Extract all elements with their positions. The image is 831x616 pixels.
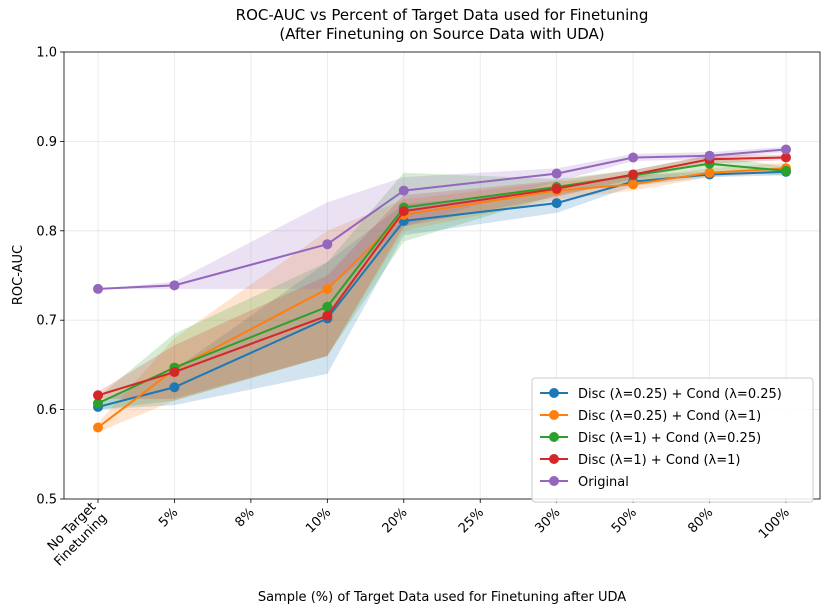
legend-label: Original	[578, 475, 629, 490]
x-tick-label: 50%	[609, 505, 640, 536]
legend-label: Disc (λ=1) + Cond (λ=0.25)	[578, 431, 761, 446]
legend-label: Disc (λ=0.25) + Cond (λ=0.25)	[578, 387, 782, 402]
data-point	[551, 198, 562, 209]
x-tick-label: No TargetFinetuning	[41, 500, 111, 570]
y-axis-label: ROC-AUC	[11, 245, 26, 305]
series-line	[97, 156, 787, 397]
data-point	[781, 165, 791, 176]
series-line	[97, 162, 787, 405]
confidence-band	[98, 162, 786, 432]
data-point	[398, 185, 409, 196]
plot-area	[93, 144, 791, 433]
y-tick-label: 1.0	[36, 46, 57, 61]
confidence-band	[98, 168, 786, 410]
legend-marker	[549, 432, 559, 442]
chart-subtitle: (After Finetuning on Source Data with UD…	[279, 25, 604, 43]
confidence-band	[98, 146, 786, 289]
data-point	[169, 367, 180, 378]
legend-label: Disc (λ=1) + Cond (λ=1)	[578, 453, 741, 468]
data-point	[93, 398, 103, 409]
data-point	[551, 168, 562, 179]
y-tick-label: 0.9	[36, 135, 57, 150]
data-point	[781, 144, 791, 155]
legend-label: Disc (λ=0.25) + Cond (λ=1)	[578, 409, 761, 424]
plot-frame	[63, 51, 821, 500]
data-point	[93, 283, 103, 294]
data-point	[628, 169, 639, 180]
series-line	[97, 170, 787, 408]
y-tick-label: 0.8	[36, 224, 57, 239]
data-point	[322, 301, 333, 312]
data-point	[322, 239, 333, 250]
data-point	[169, 280, 180, 291]
x-tick-label: 20%	[380, 505, 411, 536]
data-point	[704, 167, 715, 178]
legend-marker	[549, 476, 559, 486]
y-tick-label: 0.7	[36, 314, 57, 329]
data-point	[628, 152, 639, 163]
confidence-band	[98, 155, 786, 410]
data-point	[93, 390, 103, 401]
legend: Disc (λ=0.25) + Cond (λ=0.25) Disc (λ=0.2…	[531, 377, 814, 503]
legend-marker	[549, 388, 559, 398]
chart-title: ROC-AUC vs Percent of Target Data used f…	[236, 6, 649, 24]
x-tick-label: 80%	[685, 505, 716, 536]
y-tick-label: 0.6	[36, 403, 57, 418]
legend-marker	[549, 454, 559, 464]
data-point	[704, 150, 715, 161]
data-point	[551, 183, 562, 194]
x-tick-label: 8%	[233, 505, 258, 530]
data-point	[169, 382, 180, 393]
data-point	[781, 152, 791, 163]
x-tick-label: 25%	[456, 505, 487, 536]
data-point	[322, 310, 333, 321]
data-point	[93, 422, 103, 433]
series-line	[97, 167, 787, 429]
data-point	[322, 283, 333, 294]
data-point	[628, 179, 639, 190]
x-axis-label: Sample (%) of Target Data used for Finet…	[258, 590, 626, 605]
series-line	[97, 148, 787, 290]
data-point	[398, 206, 409, 217]
legend-box	[531, 377, 814, 503]
y-tick-label: 0.5	[36, 493, 57, 508]
legend-marker	[549, 410, 559, 420]
x-tick-label: 5%	[156, 505, 181, 530]
x-tick-label: 100%	[756, 505, 793, 542]
x-tick-label: 30%	[532, 505, 563, 536]
x-tick-label: 10%	[303, 505, 334, 536]
